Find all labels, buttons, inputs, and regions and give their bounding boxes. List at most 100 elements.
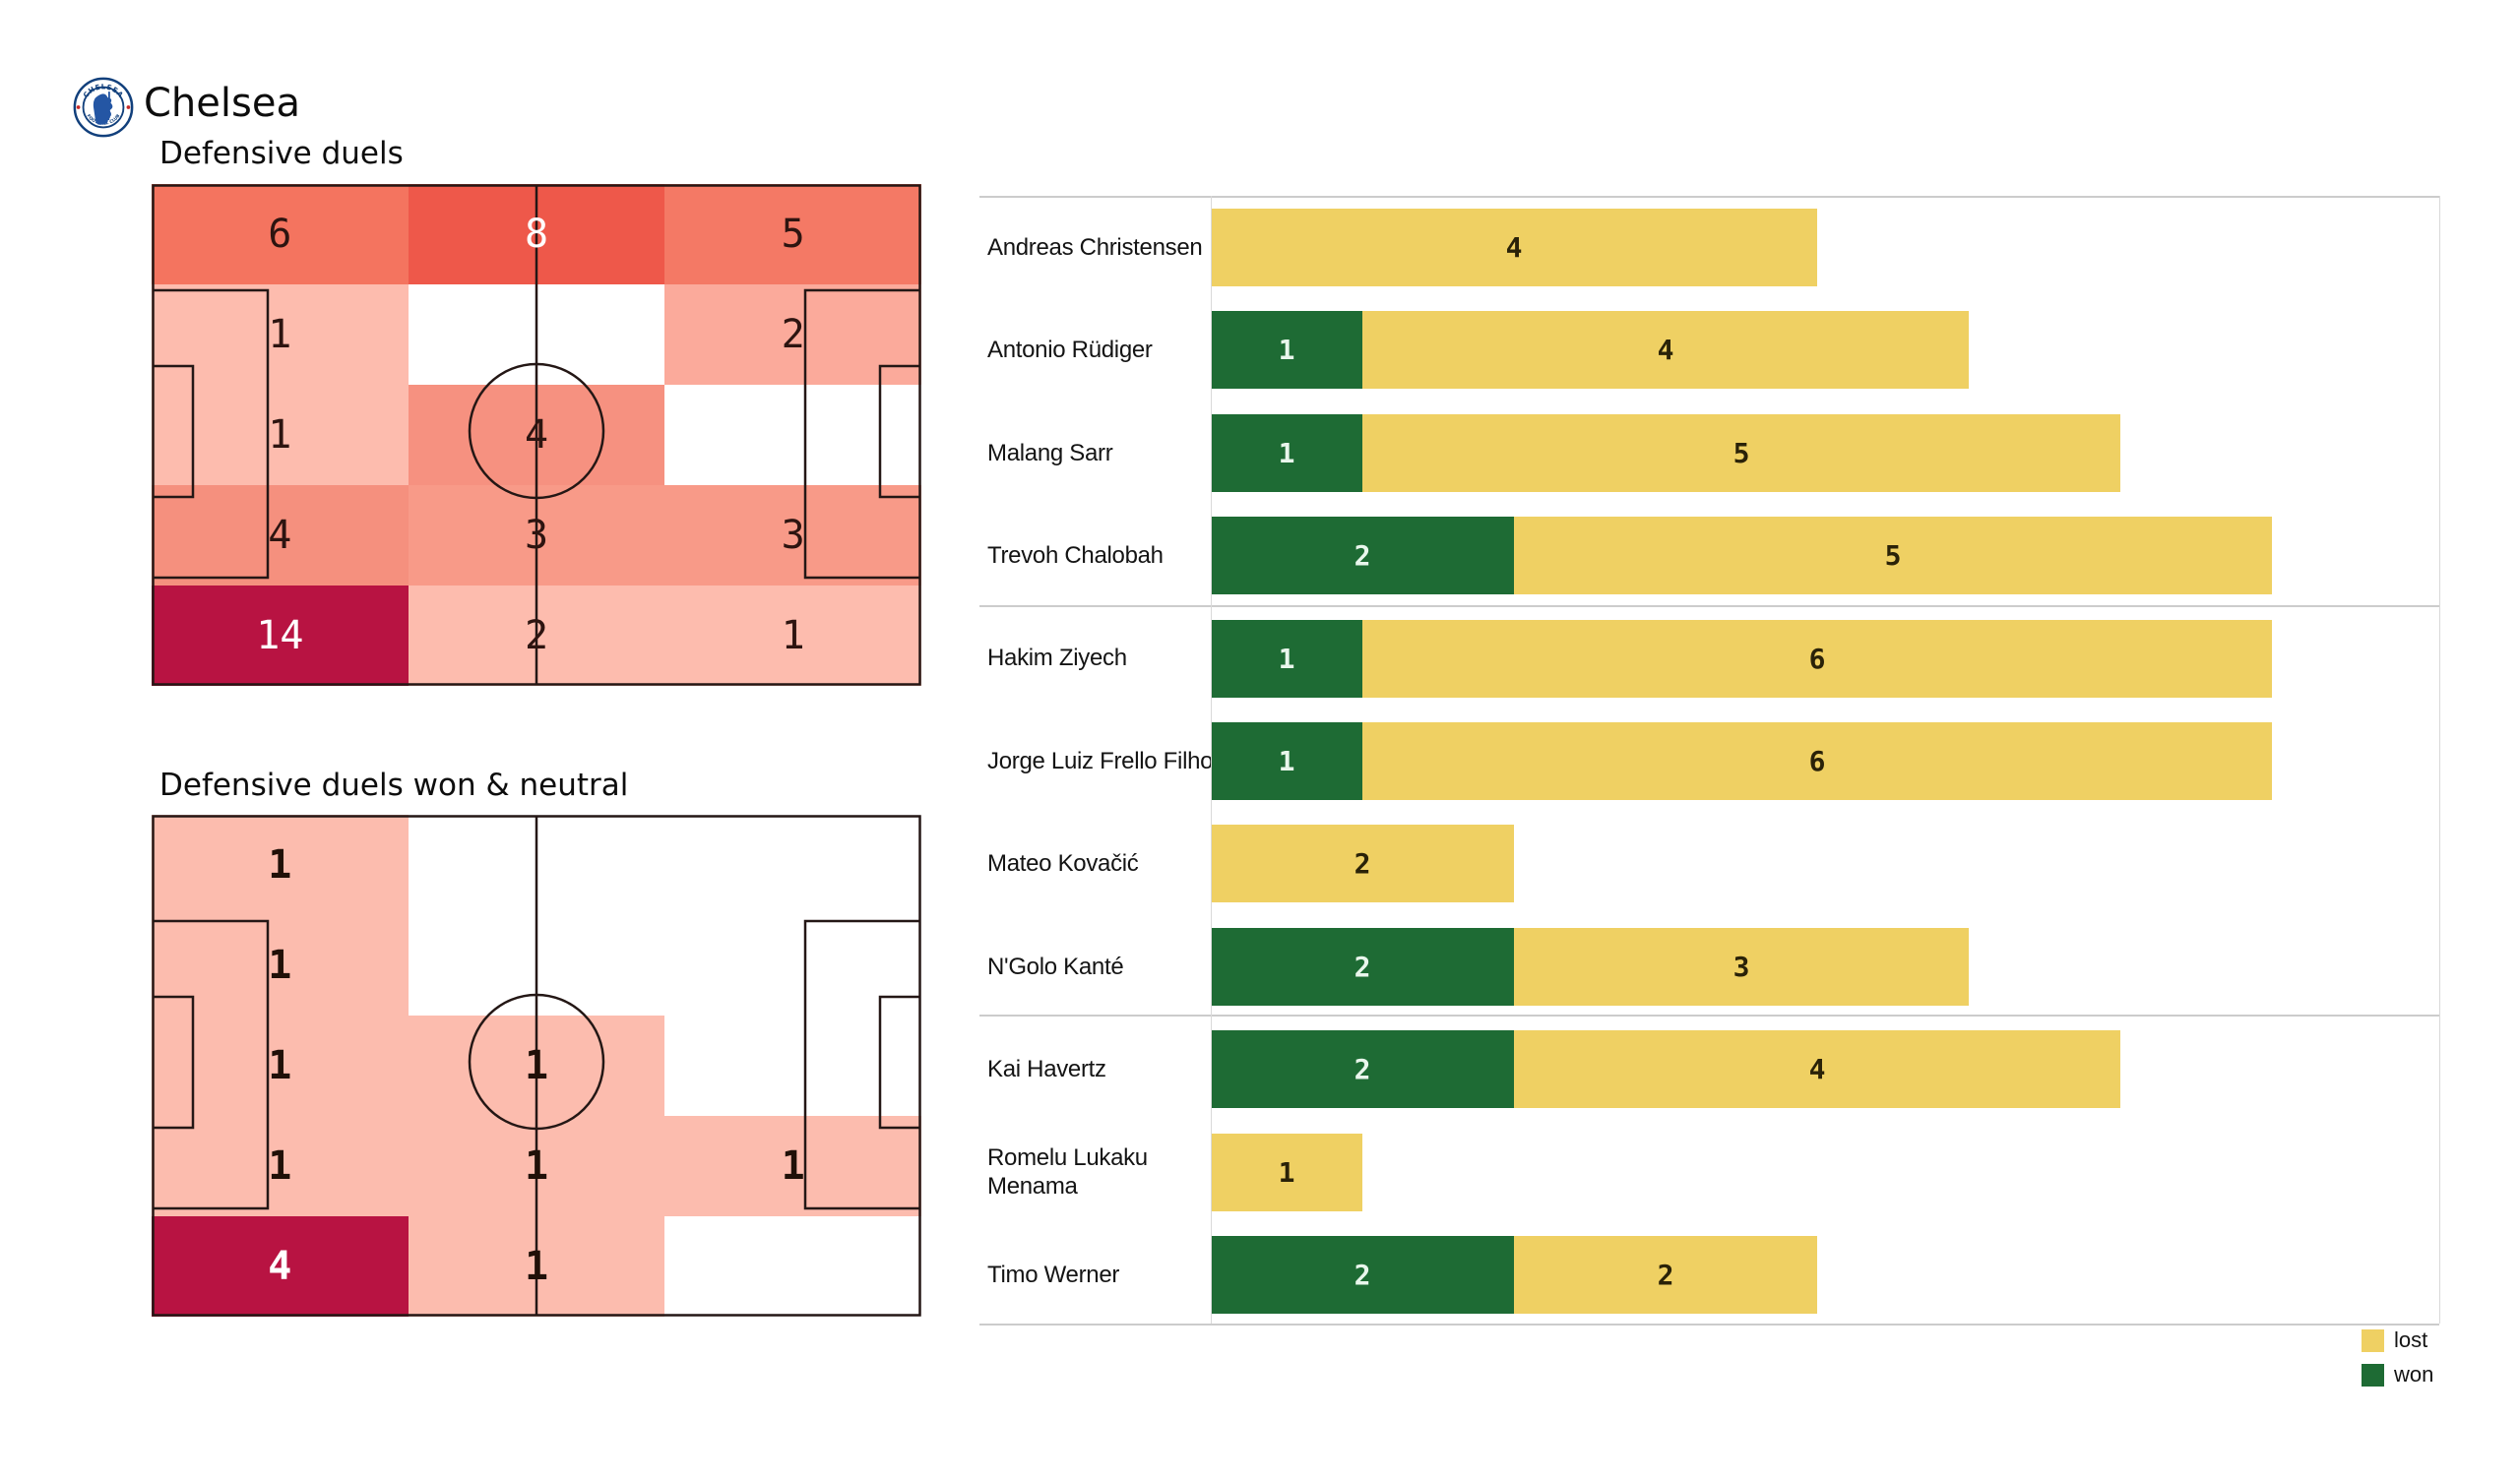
lost-segment: 5 bbox=[1362, 413, 2120, 492]
heat-zone-value: 14 bbox=[256, 613, 304, 658]
heat-zone-value: 2 bbox=[781, 312, 805, 357]
heat-zone-value: 8 bbox=[524, 212, 549, 257]
lost-segment: 6 bbox=[1362, 722, 2272, 800]
chart-boundary-line bbox=[2439, 196, 2440, 1324]
legend-label: lost bbox=[2394, 1327, 2428, 1352]
won-segment: 2 bbox=[1211, 1236, 1514, 1314]
heat-zone-r4-c0 bbox=[152, 586, 409, 686]
pitch2-title: Defensive duels won & neutral bbox=[159, 768, 629, 803]
chelsea-club-logo: CHELSEA FOOTBALL CLUB bbox=[73, 77, 134, 138]
player-name: Trevoh Chalobah bbox=[987, 542, 1164, 570]
heat-zone-r1-c0 bbox=[152, 284, 409, 385]
lost-segment: 1 bbox=[1211, 1133, 1362, 1211]
lost-color-swatch bbox=[2362, 1328, 2384, 1352]
defensive-duels-won-heatmap: 1 1 1 1 1 1 1 4 1 bbox=[152, 815, 921, 1317]
heat-zone-value: 2 bbox=[524, 613, 549, 658]
duel-bar: 2 bbox=[1211, 825, 1514, 903]
chart-legend: lost won bbox=[2362, 1327, 2433, 1396]
heat-zone-r3-c2 bbox=[664, 1116, 921, 1216]
duels-bar-chart: Andreas Christensen 4 Antonio Rüdiger 1 4 Mal… bbox=[979, 196, 2440, 1387]
heat-zone-r4-c0 bbox=[152, 1216, 409, 1317]
heat-zone-r3-c0 bbox=[152, 1116, 409, 1216]
lost-value: 1 bbox=[1278, 1155, 1295, 1189]
lost-value: 5 bbox=[1732, 436, 1750, 469]
heat-zone-value: 1 bbox=[268, 943, 292, 988]
chart-boundary-line bbox=[1211, 196, 1212, 1324]
page-title: Chelsea bbox=[144, 81, 300, 126]
heat-zone-r4-c2 bbox=[664, 586, 921, 686]
legend-item-won: won bbox=[2362, 1362, 2433, 1388]
pitch-markings bbox=[152, 184, 921, 686]
duel-bar: 1 bbox=[1211, 1133, 1362, 1211]
group-separator-line bbox=[979, 196, 2439, 198]
heat-zone-value: 1 bbox=[524, 1244, 549, 1289]
won-value: 2 bbox=[1354, 1053, 1371, 1086]
heat-zone-value: 1 bbox=[781, 1143, 805, 1189]
won-segment: 1 bbox=[1211, 619, 1362, 698]
heat-zone-r1-c2 bbox=[664, 284, 921, 385]
heat-zone-value: 5 bbox=[781, 212, 805, 257]
heat-zone-value: 4 bbox=[524, 412, 549, 458]
lost-value: 6 bbox=[1808, 745, 1826, 777]
won-value: 2 bbox=[1354, 950, 1371, 983]
heat-zone-value: 1 bbox=[268, 312, 292, 357]
pitch-markings bbox=[152, 815, 921, 1317]
heat-zone-value: 1 bbox=[268, 842, 292, 888]
player-name: Antonio Rüdiger bbox=[987, 337, 1153, 364]
heat-zone-value: 1 bbox=[524, 1143, 549, 1189]
pitch1-title: Defensive duels bbox=[159, 136, 404, 171]
player-name: Kai Havertz bbox=[987, 1056, 1106, 1083]
player-name: Andreas Christensen bbox=[987, 233, 1203, 261]
group-separator-line bbox=[979, 1324, 2439, 1326]
heatmap-values-layer: 1 1 1 1 1 1 1 4 1 bbox=[152, 815, 921, 1317]
lost-value: 2 bbox=[1354, 847, 1371, 881]
won-value: 1 bbox=[1278, 745, 1295, 777]
lost-value: 4 bbox=[1657, 334, 1674, 367]
won-value: 1 bbox=[1278, 334, 1295, 367]
heat-zone-r2-c0 bbox=[152, 1016, 409, 1116]
lost-value: 3 bbox=[1732, 950, 1750, 983]
lost-value: 5 bbox=[1884, 539, 1902, 573]
player-name: Romelu Lukaku Menama bbox=[987, 1143, 1148, 1201]
heat-zone-value: 3 bbox=[781, 513, 805, 558]
player-name: Mateo Kovačić bbox=[987, 850, 1139, 878]
heat-zone-r0-c0 bbox=[152, 815, 409, 915]
heat-zone-value: 3 bbox=[524, 513, 549, 558]
lost-segment: 4 bbox=[1211, 209, 1817, 286]
won-value: 2 bbox=[1354, 1259, 1371, 1291]
won-segment: 1 bbox=[1211, 722, 1362, 800]
lost-segment: 6 bbox=[1362, 619, 2272, 698]
lost-segment: 5 bbox=[1514, 517, 2272, 595]
player-name: Malang Sarr bbox=[987, 439, 1113, 466]
lost-value: 4 bbox=[1505, 231, 1523, 264]
heatmap-zones-layer bbox=[152, 184, 921, 686]
won-value: 2 bbox=[1354, 539, 1371, 573]
duel-bar: 4 bbox=[1211, 209, 1817, 286]
defensive-duels-heatmap: 6 8 5 1 2 1 4 4 3 3 14 2 1 bbox=[152, 184, 921, 686]
heat-zone-value: 6 bbox=[268, 212, 292, 257]
lost-segment: 4 bbox=[1362, 311, 1969, 390]
heat-zone-value: 4 bbox=[268, 1244, 292, 1289]
lost-value: 6 bbox=[1808, 642, 1826, 675]
heat-zone-value: 1 bbox=[524, 1043, 549, 1088]
lost-segment: 2 bbox=[1514, 1236, 1817, 1314]
heat-zone-r0-c2 bbox=[664, 184, 921, 284]
player-name: Timo Werner bbox=[987, 1261, 1120, 1288]
player-name: Hakim Ziyech bbox=[987, 645, 1127, 672]
won-value: 1 bbox=[1278, 642, 1295, 675]
lost-value: 2 bbox=[1657, 1259, 1674, 1291]
heat-zone-r2-c0 bbox=[152, 385, 409, 485]
legend-label: won bbox=[2394, 1362, 2434, 1387]
won-segment: 2 bbox=[1211, 927, 1514, 1006]
heat-zone-r1-c0 bbox=[152, 915, 409, 1016]
heatmap-values-layer: 6 8 5 1 2 1 4 4 3 3 14 2 1 bbox=[152, 184, 921, 686]
heat-zone-value: 1 bbox=[268, 1043, 292, 1088]
